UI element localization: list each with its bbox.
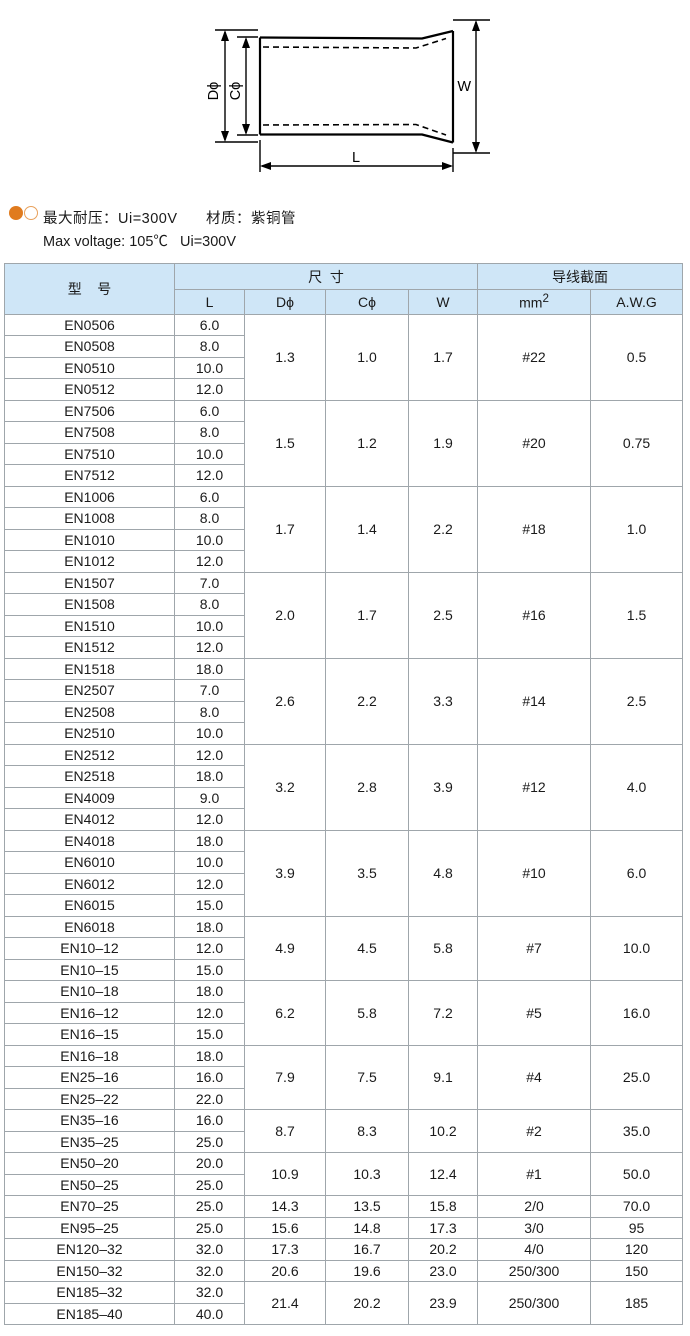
svg-text:L: L [352, 150, 360, 166]
svg-text:Dϕ: Dϕ [206, 82, 222, 101]
svg-text:W: W [457, 79, 471, 95]
svg-text:Cϕ: Cϕ [228, 82, 244, 101]
